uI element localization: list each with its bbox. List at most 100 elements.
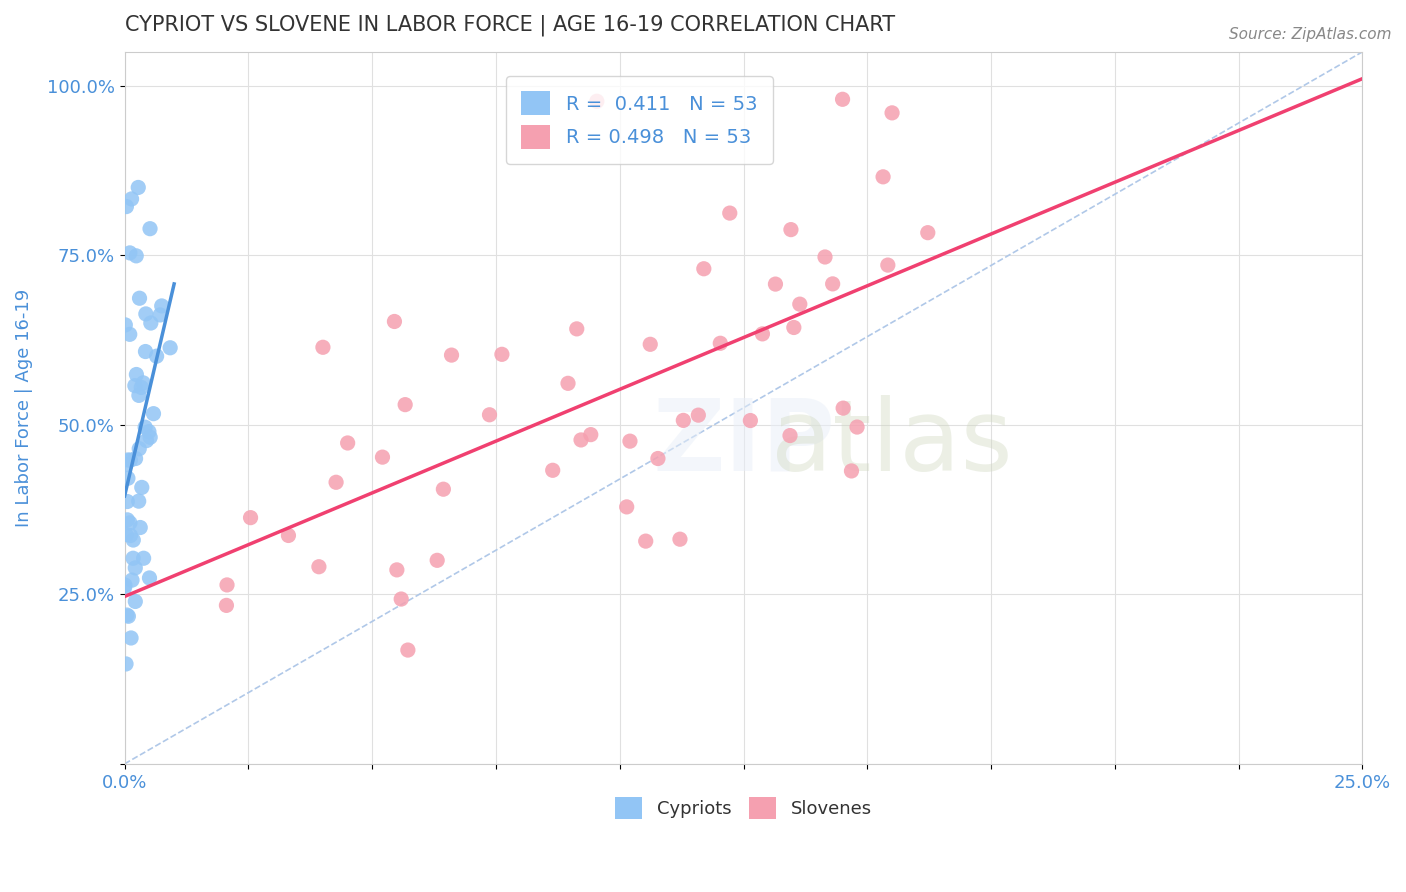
Point bbox=[277, 528, 299, 542]
Point bbox=[124, 594, 146, 608]
Point bbox=[432, 482, 454, 496]
Point bbox=[149, 308, 172, 322]
Point bbox=[638, 337, 661, 351]
Point bbox=[917, 226, 939, 240]
Point bbox=[751, 326, 773, 341]
Point bbox=[740, 413, 762, 427]
Point bbox=[396, 643, 419, 657]
Point bbox=[124, 451, 146, 466]
Point bbox=[312, 340, 335, 354]
Point bbox=[876, 258, 898, 272]
Point bbox=[127, 180, 149, 194]
Point bbox=[159, 341, 181, 355]
Point bbox=[394, 398, 416, 412]
Point bbox=[832, 401, 855, 416]
Point bbox=[569, 433, 592, 447]
Text: atlas: atlas bbox=[772, 395, 1012, 491]
Point bbox=[565, 322, 588, 336]
Y-axis label: In Labor Force | Age 16-19: In Labor Force | Age 16-19 bbox=[15, 289, 32, 527]
Point bbox=[616, 500, 638, 514]
Point bbox=[120, 453, 142, 467]
Point bbox=[128, 494, 150, 508]
Point bbox=[129, 520, 152, 534]
Point bbox=[134, 344, 156, 359]
Point bbox=[579, 427, 602, 442]
Point bbox=[780, 222, 803, 236]
Point bbox=[139, 430, 162, 444]
Point bbox=[139, 316, 162, 330]
Point bbox=[128, 291, 150, 305]
Point bbox=[557, 376, 579, 391]
Point bbox=[709, 336, 731, 351]
Point bbox=[239, 510, 262, 524]
Point bbox=[118, 246, 141, 260]
Point bbox=[336, 436, 359, 450]
Point bbox=[215, 599, 238, 613]
Point bbox=[114, 318, 136, 332]
Point bbox=[114, 581, 136, 595]
Point bbox=[117, 609, 139, 624]
Point bbox=[846, 420, 869, 434]
Point bbox=[385, 563, 408, 577]
Point bbox=[765, 277, 787, 291]
Point bbox=[135, 434, 157, 448]
Point bbox=[669, 532, 692, 546]
Point bbox=[821, 277, 844, 291]
Point bbox=[124, 378, 146, 392]
Point bbox=[132, 551, 155, 566]
Point bbox=[131, 480, 153, 494]
Point bbox=[117, 494, 139, 508]
Point bbox=[325, 475, 347, 490]
Legend: Cypriots, Slovenes: Cypriots, Slovenes bbox=[607, 789, 879, 826]
Point bbox=[384, 314, 406, 328]
Point bbox=[121, 573, 143, 587]
Point bbox=[115, 608, 138, 623]
Point bbox=[814, 250, 837, 264]
Point bbox=[120, 528, 142, 542]
Point bbox=[880, 106, 903, 120]
Point bbox=[117, 513, 139, 527]
Point bbox=[118, 516, 141, 530]
Point bbox=[125, 368, 148, 382]
Point bbox=[145, 349, 167, 363]
Point bbox=[138, 571, 160, 585]
Point bbox=[124, 561, 146, 575]
Point bbox=[142, 407, 165, 421]
Point bbox=[672, 413, 695, 427]
Point bbox=[129, 380, 152, 394]
Point bbox=[478, 408, 501, 422]
Point bbox=[789, 297, 811, 311]
Point bbox=[872, 169, 894, 184]
Point bbox=[491, 347, 513, 361]
Text: ZIP: ZIP bbox=[652, 395, 835, 491]
Point bbox=[125, 249, 148, 263]
Point bbox=[117, 471, 139, 485]
Point bbox=[215, 578, 238, 592]
Point bbox=[634, 534, 657, 549]
Point bbox=[115, 657, 138, 671]
Point bbox=[135, 307, 157, 321]
Point bbox=[134, 420, 156, 434]
Point bbox=[585, 95, 607, 109]
Point bbox=[132, 376, 155, 390]
Point bbox=[122, 551, 145, 566]
Point bbox=[718, 206, 741, 220]
Point bbox=[440, 348, 463, 362]
Point bbox=[693, 261, 716, 276]
Point bbox=[117, 453, 139, 467]
Point bbox=[688, 408, 710, 422]
Point bbox=[308, 559, 330, 574]
Point bbox=[128, 442, 150, 456]
Point bbox=[128, 388, 150, 402]
Point bbox=[371, 450, 394, 464]
Point bbox=[647, 451, 669, 466]
Point bbox=[121, 192, 143, 206]
Point bbox=[779, 428, 801, 442]
Point bbox=[541, 463, 564, 477]
Point bbox=[389, 592, 412, 607]
Text: Source: ZipAtlas.com: Source: ZipAtlas.com bbox=[1229, 27, 1392, 42]
Point bbox=[426, 553, 449, 567]
Point bbox=[841, 464, 863, 478]
Point bbox=[122, 533, 145, 547]
Point bbox=[120, 631, 142, 645]
